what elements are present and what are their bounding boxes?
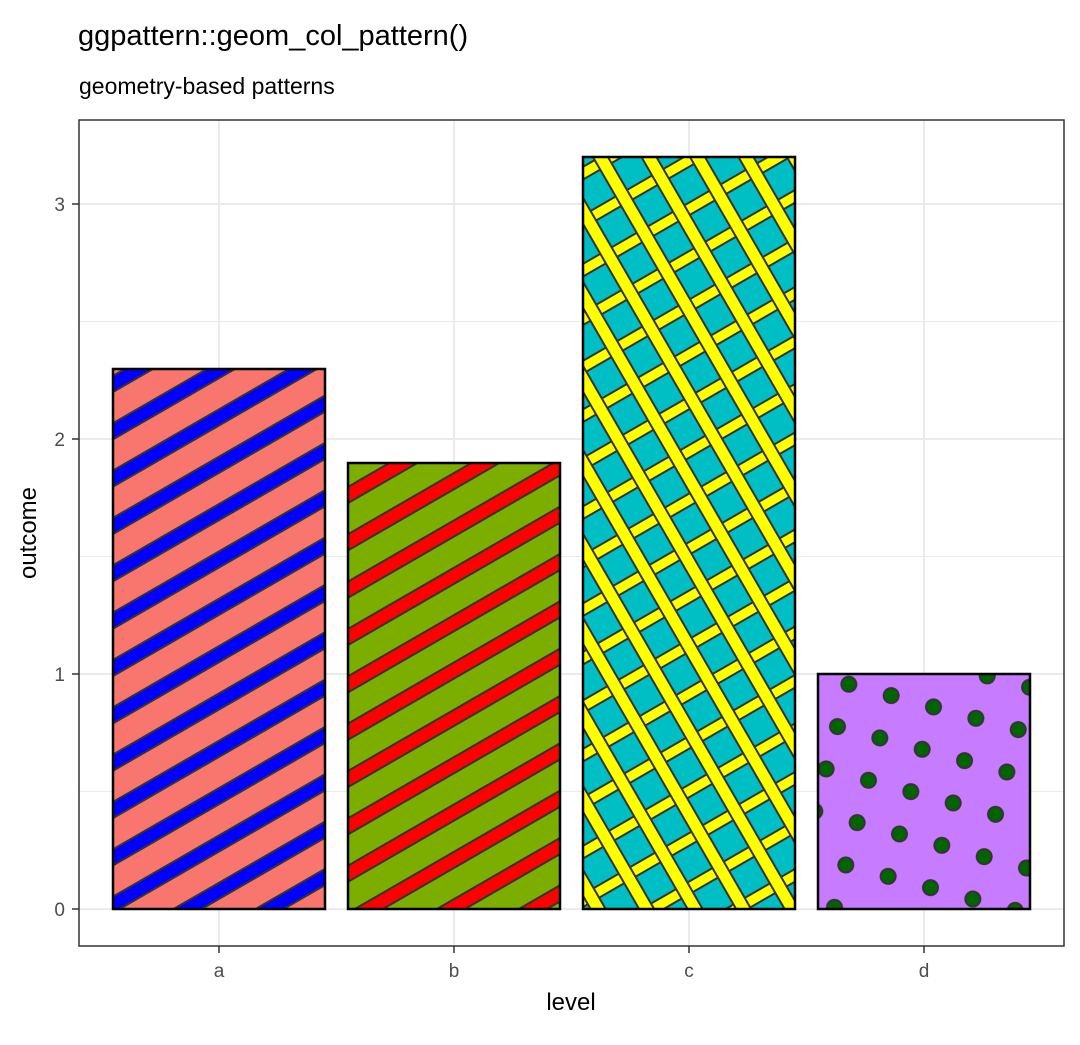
x-axis-labels: a b c d: [214, 961, 930, 982]
panel-border: [78, 119, 1065, 947]
y-tick-label: 3: [54, 195, 65, 216]
y-tick-label: 0: [54, 900, 65, 921]
y-axis-title: outcome: [15, 487, 42, 579]
y-axis-labels: 0 1 2 3: [54, 195, 65, 921]
y-tick-label: 1: [54, 665, 65, 686]
bar-d: [816, 672, 1032, 911]
y-axis-ticks: [72, 203, 79, 910]
bar-b: [346, 461, 562, 911]
x-tick-label: c: [684, 961, 694, 982]
bar-a: [111, 367, 327, 911]
bar-c: [581, 155, 797, 911]
x-axis-title: level: [546, 989, 595, 1016]
x-tick-label: d: [919, 961, 930, 982]
x-tick-label: b: [449, 961, 460, 982]
bars: [111, 155, 1032, 911]
chart-subtitle: geometry-based patterns: [79, 73, 335, 99]
x-axis-ticks: [218, 946, 925, 953]
y-tick-label: 2: [54, 430, 65, 451]
chart-title: ggpattern::geom_col_pattern(): [78, 20, 469, 52]
x-tick-label: a: [214, 961, 225, 982]
